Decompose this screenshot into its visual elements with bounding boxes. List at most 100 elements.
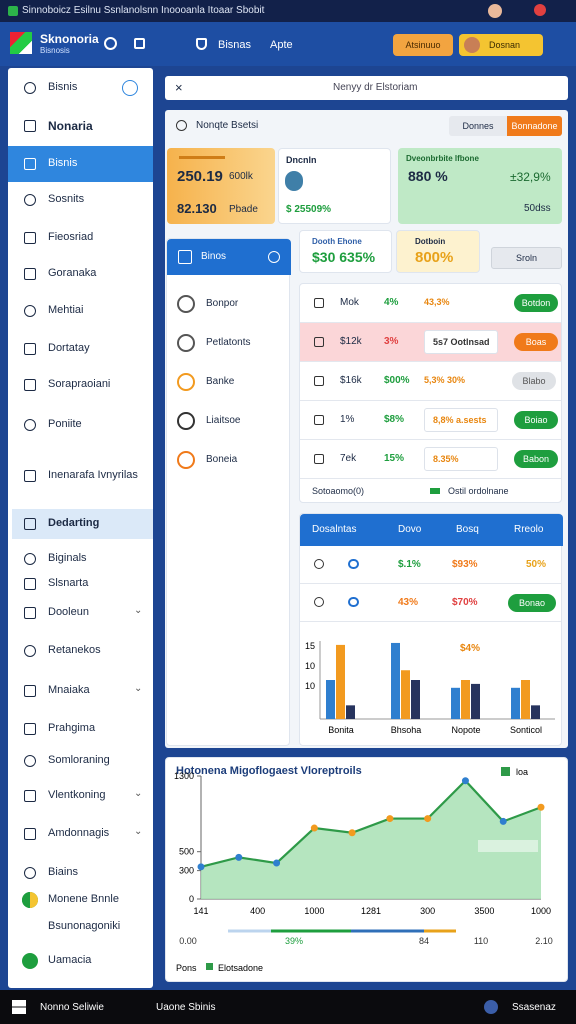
point (461, 777, 469, 785)
nav-item[interactable]: Biains (48, 866, 78, 878)
tab-active[interactable]: Bonnadone (507, 116, 562, 136)
shield-icon[interactable] (196, 38, 207, 50)
stat-card: Dooth Ehone $30 635% (299, 230, 392, 273)
nav-item[interactable]: Nonaria (48, 119, 93, 133)
nav-item[interactable]: Goranaka (48, 267, 97, 279)
icon (268, 251, 280, 263)
search-icon[interactable] (176, 120, 187, 131)
point (310, 824, 318, 832)
search-icon[interactable] (104, 37, 117, 50)
list-item[interactable]: Petlatonts (206, 337, 251, 348)
menu-item[interactable]: Bisnas (218, 39, 252, 51)
nav-item[interactable]: Sosnits (48, 193, 85, 205)
row-value: 8.35% (424, 447, 498, 471)
status-badge[interactable]: Boiao (514, 411, 558, 429)
list-icon (177, 334, 195, 352)
bar (471, 683, 480, 719)
status-badge[interactable]: Blabo (512, 372, 556, 390)
stat-card: Dotboin 800% (396, 230, 480, 273)
status-bar: Sinnoboicz Esilnu Ssnlanolsnn Inoooanla … (0, 0, 576, 22)
nav-icon (24, 379, 36, 391)
nav-item[interactable]: Mnaiaka (48, 684, 90, 696)
list-item[interactable]: Bonpor (206, 298, 239, 309)
point (386, 815, 394, 823)
nav-item[interactable]: Biginals (48, 552, 87, 564)
orange-button[interactable]: Atsinuuo (393, 34, 453, 56)
x-tick-label: 1000 (304, 906, 324, 916)
point (424, 815, 432, 823)
check-icon (122, 80, 138, 96)
tab[interactable]: Donnes (449, 116, 507, 136)
nav-item[interactable]: Fieosriad (48, 231, 94, 243)
nav-item[interactable]: Bisnis (48, 81, 78, 93)
bar (346, 705, 355, 719)
header: Sknonoria Bisnosis Bisnas Apte Atsinuuo … (0, 22, 576, 66)
list-item[interactable]: Liaitsoe (206, 415, 241, 426)
list-title: Binos (201, 251, 227, 262)
nav-item[interactable]: Somloraning (48, 754, 110, 766)
row-icon (314, 597, 324, 607)
nav-item[interactable]: Mehtiai (48, 304, 84, 316)
list-item[interactable]: Banke (206, 376, 235, 387)
nav-icon (24, 790, 36, 802)
nav-item[interactable]: Inenarafa Ivnyrilas (48, 469, 138, 481)
x-tick-label: 300 (420, 906, 435, 916)
status-badge[interactable]: Boas (514, 333, 558, 351)
status-badge[interactable]: Bonao (508, 594, 556, 612)
taskbar-item[interactable]: Ssasenaz (512, 1002, 556, 1013)
chevron: ⌄ (134, 683, 143, 694)
stats-header-label: Bosq (456, 524, 479, 535)
status-badge[interactable]: Babon (514, 450, 558, 468)
y-label: 10 (305, 661, 315, 671)
nav-icon (24, 755, 36, 767)
nav-item[interactable]: Sorapraoiani (48, 378, 111, 390)
nav-icon (24, 82, 36, 94)
nav-item[interactable]: Dooleun (48, 606, 89, 618)
close-icon[interactable]: × (175, 80, 183, 95)
search-bar[interactable]: × Nenyy dr Elstoriam (165, 76, 568, 100)
edit-icon[interactable] (134, 38, 145, 49)
line (200, 779, 542, 868)
taskbar-item[interactable]: Nonno Seliwie (40, 1002, 104, 1013)
nav-icon (24, 470, 36, 482)
list-item[interactable]: Boneia (206, 454, 238, 465)
card-title: Dveonbrbite lfbone (406, 154, 479, 163)
nav-item[interactable]: Monene Bnnle (48, 893, 119, 905)
row-icon (314, 337, 324, 347)
user-name: Dosnan (489, 40, 521, 50)
list-icon (177, 295, 195, 313)
nav-item[interactable]: Prahgima (48, 722, 96, 734)
nav-item[interactable]: Retanekos (48, 644, 101, 656)
card-sub-unit: Pbade (229, 204, 258, 215)
footer-legend: Elotsadone (218, 963, 263, 973)
nav-item[interactable]: Dedarting (48, 517, 100, 529)
tray-icon (484, 1000, 498, 1014)
stats-row (300, 546, 561, 584)
highlight-band (478, 840, 538, 852)
nav-item[interactable]: Bisnis (48, 157, 78, 169)
row-value: 4% (384, 297, 399, 308)
user-button[interactable]: Dosnan (459, 34, 543, 56)
row-name: $12k (340, 336, 362, 347)
nav-item[interactable]: Bsunonagoniki (48, 920, 121, 932)
nav-icon (24, 120, 36, 132)
nav-item[interactable]: Poniite (48, 418, 82, 430)
card-value: $30 635% (312, 249, 376, 265)
table-row: $12k 3% 5s7 Ootlnsad Boas (300, 323, 561, 362)
button[interactable]: Sroln (491, 247, 562, 269)
point (499, 817, 507, 825)
card-value: 250.19 (177, 168, 223, 185)
status-badge[interactable]: Botdon (514, 294, 558, 312)
nav-icon (24, 158, 36, 170)
nav-item[interactable]: Slsnarta (48, 577, 89, 589)
start-icon[interactable] (12, 1000, 26, 1014)
nav-item[interactable]: Vlentkoning (48, 789, 106, 801)
taskbar-item[interactable]: Uaone Sbinis (156, 1002, 216, 1013)
nav-item[interactable]: Dortatay (48, 342, 90, 354)
search-placeholder: Nenyy dr Elstoriam (333, 82, 418, 93)
nav-item[interactable]: Amdonnagis (48, 827, 110, 839)
legend-swatch (501, 767, 510, 776)
nav-item[interactable]: Uamacia (48, 954, 92, 966)
menu-item[interactable]: Apte (270, 39, 293, 51)
bar (411, 680, 420, 719)
